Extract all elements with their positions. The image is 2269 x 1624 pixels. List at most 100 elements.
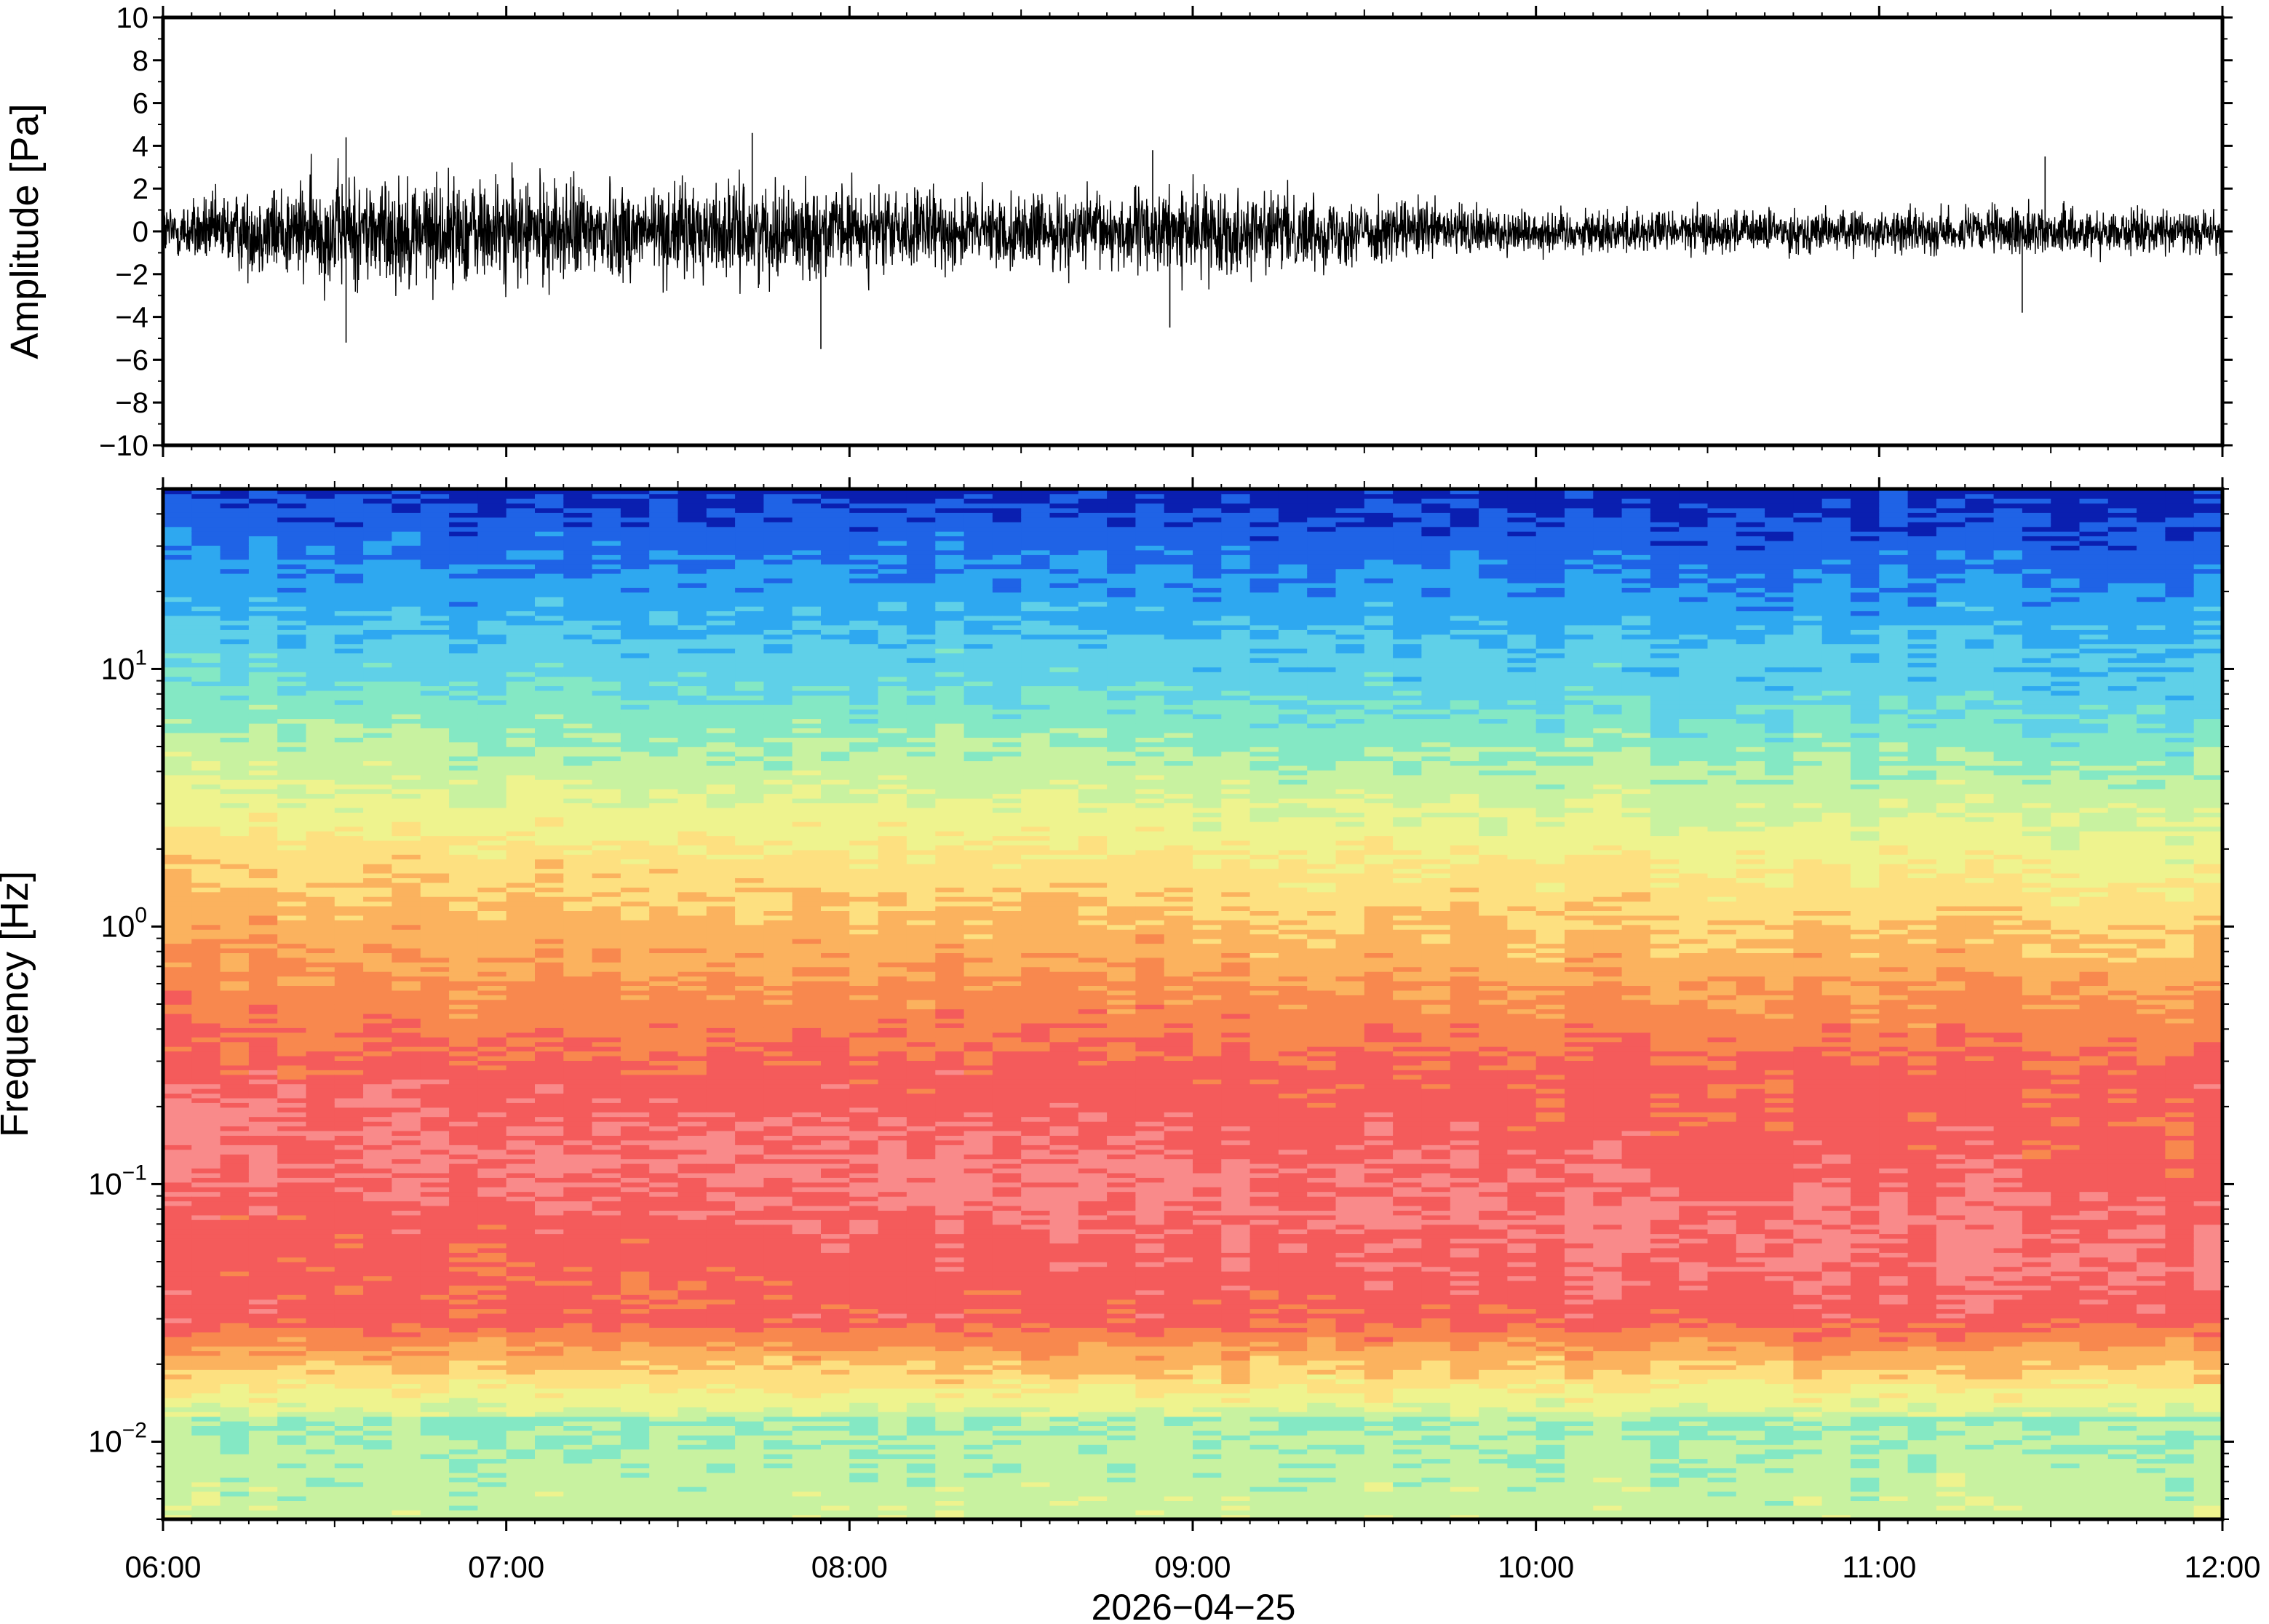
spectrogram-cell <box>277 536 307 541</box>
spectrogram-cell <box>620 788 650 795</box>
spectrogram-cell <box>706 1468 736 1473</box>
spectrogram-cell <box>649 1257 679 1262</box>
spectrogram-cell <box>649 1238 679 1243</box>
spectrogram-cell <box>220 1116 250 1122</box>
spectrogram-cell <box>163 1233 193 1239</box>
spectrogram-cell <box>563 915 593 920</box>
spectrogram-cell <box>277 1425 307 1431</box>
spectrogram-cell <box>248 943 278 949</box>
spectrogram-cell <box>706 1228 736 1235</box>
spectrogram-cell <box>248 901 278 907</box>
spectrogram-cell <box>677 1481 707 1487</box>
spectrogram-cell <box>592 643 621 649</box>
spectrogram-cell <box>363 1453 393 1460</box>
spectrogram-cell <box>535 1191 565 1197</box>
spectrogram-cell <box>306 1130 335 1136</box>
spectrogram-cell <box>277 849 307 855</box>
spectrogram-cell <box>735 709 765 715</box>
spectrogram-cell <box>220 1430 250 1436</box>
spectrogram-cell <box>592 962 621 968</box>
spectrogram-cell <box>191 672 221 677</box>
spectrogram-cell <box>763 1037 793 1043</box>
spectrogram-cell <box>649 676 679 682</box>
spectrogram-cell <box>363 507 393 513</box>
spectrogram-cell <box>677 1345 707 1352</box>
spectrogram-cell <box>477 966 507 972</box>
spectrogram-cell <box>649 990 679 995</box>
spectrogram-cell <box>563 1130 593 1136</box>
spectrogram-cell <box>477 779 507 785</box>
spectrogram-cell <box>506 779 536 785</box>
spectrogram-cell <box>535 784 565 789</box>
spectrogram-cell <box>363 985 393 991</box>
spectrogram-cell <box>220 774 250 780</box>
spectrogram-cell <box>449 1486 479 1492</box>
spectrogram-cell <box>334 868 364 874</box>
spectrogram-cell <box>735 695 765 701</box>
spectrogram-cell <box>392 517 421 522</box>
spectrogram-cell <box>163 1013 193 1019</box>
spectrogram-cell <box>677 1195 707 1202</box>
spectrogram-cell <box>248 1093 278 1099</box>
spectrogram-cell <box>277 957 307 963</box>
spectrogram-cell <box>306 741 335 747</box>
spectrogram-cell <box>706 1013 736 1019</box>
spectrogram-cell <box>735 1299 765 1305</box>
spectrogram-cell <box>592 1369 621 1375</box>
spectrogram-cell <box>363 1495 393 1501</box>
spectrogram-cell <box>677 1402 707 1408</box>
spectrogram-cell <box>220 1294 250 1300</box>
spectrogram-cell <box>535 1022 565 1028</box>
spectrogram-cell <box>763 882 793 888</box>
spectrogram-cell <box>392 830 421 837</box>
spectrogram-cell <box>592 1214 621 1220</box>
spectrogram-cell <box>620 1355 650 1361</box>
spectrogram-cell <box>334 1397 364 1403</box>
spectrogram-cell <box>649 578 679 584</box>
spectrogram-cell <box>449 723 479 728</box>
spectrogram-cell <box>220 854 250 860</box>
spectrogram-cell <box>363 526 393 532</box>
spectrogram-cell <box>248 1303 278 1310</box>
spectrogram-cell <box>620 545 650 551</box>
spectrogram-cell <box>306 545 335 551</box>
spectrogram-cell <box>306 751 335 757</box>
spectrogram-cell <box>248 999 278 1005</box>
spectrogram-cell <box>506 1224 536 1230</box>
spectrogram-cell <box>449 737 479 743</box>
spectrogram-cell <box>735 755 765 762</box>
spectrogram-cell <box>334 526 364 532</box>
spectrogram-cell <box>735 512 765 518</box>
spectrogram-cell <box>420 1393 450 1398</box>
spectrogram-cell <box>649 1374 679 1380</box>
spectrogram-cell <box>677 999 707 1005</box>
spectrogram-cell <box>363 1247 393 1253</box>
spectrogram-cell <box>334 1477 364 1483</box>
spectrogram-cell <box>220 1046 250 1052</box>
spectrogram-cell <box>563 1233 593 1239</box>
spectrogram-cell <box>649 1093 679 1099</box>
spectrogram-cell <box>535 1210 565 1216</box>
spectrogram-cell <box>306 938 335 944</box>
spectrogram-cell <box>620 666 650 672</box>
spectrogram-cell <box>163 1008 193 1014</box>
spectrogram-cell <box>363 863 393 869</box>
spectrogram-cell <box>449 1383 479 1389</box>
spectrogram-cell <box>248 859 278 864</box>
spectrogram-cell <box>620 868 650 874</box>
spectrogram-cell <box>277 1369 307 1375</box>
spectrogram-cell <box>363 1195 393 1202</box>
spectrogram-cell <box>677 755 707 762</box>
spectrogram-cell <box>592 1444 621 1450</box>
spectrogram-cell <box>191 934 221 939</box>
spectrogram-cell <box>735 643 765 649</box>
spectrogram-cell <box>563 522 593 528</box>
spectrogram-cell <box>620 540 650 546</box>
spectrogram-cell <box>735 887 765 893</box>
spectrogram-cell <box>677 1294 707 1300</box>
spectrogram-cell <box>248 737 278 743</box>
spectrogram-cell <box>706 1439 736 1445</box>
spectrogram-cell <box>649 849 679 855</box>
spectrogram-cell <box>706 1051 736 1056</box>
spectrogram-cell <box>220 1412 250 1417</box>
